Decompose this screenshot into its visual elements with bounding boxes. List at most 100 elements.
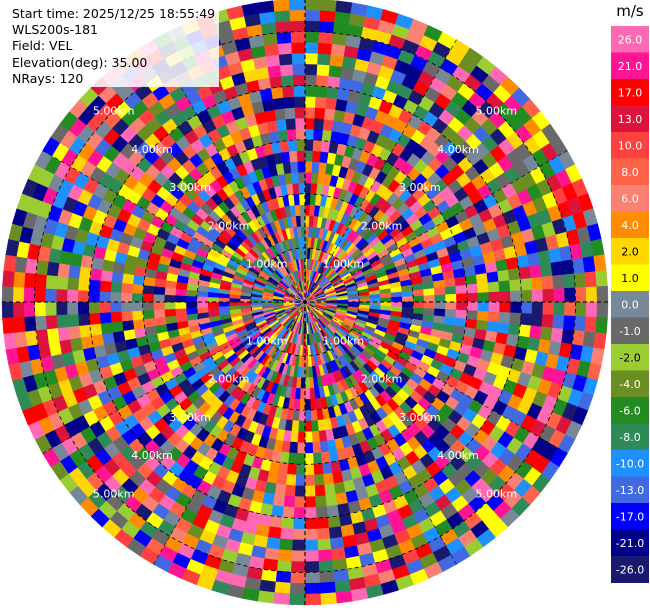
- velocity-gate: [550, 261, 564, 277]
- velocity-gate: [312, 441, 322, 454]
- velocity-gate: [296, 139, 306, 151]
- velocity-gate: [330, 547, 346, 561]
- colorbar-tick-label: -17.0: [616, 510, 644, 523]
- velocity-gate: [88, 279, 101, 292]
- velocity-gate: [593, 254, 607, 272]
- velocity-gate: [380, 292, 392, 299]
- velocity-gate: [282, 161, 292, 174]
- velocity-gate: [443, 278, 456, 288]
- colorbar-tick-label: 26.0: [618, 33, 643, 46]
- velocity-gate: [434, 301, 446, 310]
- colorbar-tick-label: -26.0: [616, 563, 644, 576]
- velocity-gate: [304, 171, 313, 184]
- velocity-gate: [99, 291, 111, 303]
- velocity-gate: [312, 452, 323, 465]
- colorbar-tick-label: -4.0: [619, 378, 640, 391]
- velocity-gate: [100, 322, 113, 335]
- velocity-gate: [324, 483, 336, 496]
- velocity-gate: [269, 515, 283, 529]
- velocity-colorbar: 26.0 21.0 17.0 13.0 10.0 8.0 6.0 4.0 2.0 1.0 0.0 -1…: [611, 2, 649, 603]
- colorbar-tick-label: 21.0: [618, 60, 643, 73]
- velocity-gate: [257, 0, 275, 14]
- colorbar-tick-label: 8.0: [621, 166, 639, 179]
- velocity-gate: [304, 204, 311, 216]
- velocity-gate: [153, 309, 166, 319]
- velocity-gate: [77, 313, 90, 326]
- velocity-gate: [299, 193, 306, 205]
- velocity-gate: [529, 264, 542, 279]
- velocity-gate: [294, 496, 306, 508]
- velocity-gate: [291, 539, 306, 552]
- velocity-gate: [445, 301, 457, 311]
- velocity-gate: [111, 321, 124, 333]
- velocity-gate: [304, 593, 322, 606]
- velocity-gate: [304, 431, 313, 443]
- velocity-gate: [304, 193, 311, 205]
- velocity-gate: [304, 139, 314, 151]
- velocity-gate: [24, 330, 39, 347]
- range-ring-label: 1.00km: [323, 258, 365, 271]
- velocity-gate: [486, 321, 499, 333]
- velocity-gate: [529, 325, 542, 340]
- velocity-gate: [281, 151, 291, 164]
- velocity-gate: [584, 316, 597, 333]
- velocity-gate: [318, 20, 335, 34]
- velocity-gate: [564, 287, 576, 303]
- velocity-gate: [507, 267, 521, 281]
- velocity-gate: [499, 291, 511, 303]
- velocity-gate: [292, 63, 306, 76]
- velocity-gate: [423, 294, 436, 303]
- velocity-gate: [584, 271, 597, 288]
- velocity-gate: [334, 579, 351, 593]
- velocity-gate: [277, 129, 289, 142]
- velocity-gate: [412, 295, 425, 303]
- velocity-gate: [563, 315, 576, 331]
- velocity-gate: [3, 332, 17, 350]
- velocity-gate: [495, 259, 509, 272]
- velocity-gate: [304, 63, 318, 76]
- velocity-gate: [304, 550, 319, 562]
- velocity-gate: [196, 301, 208, 308]
- velocity-gate: [293, 507, 306, 519]
- velocity-gate: [293, 85, 306, 97]
- velocity-gate: [267, 526, 282, 539]
- velocity-gate: [455, 309, 468, 320]
- velocity-gate: [304, 507, 317, 519]
- velocity-gate: [550, 327, 564, 343]
- velocity-gate: [300, 215, 306, 227]
- range-ring-label: 2.00km: [208, 373, 250, 386]
- velocity-gate: [314, 107, 326, 120]
- colorbar-tick-label: 0.0: [621, 298, 639, 311]
- velocity-gate: [304, 85, 317, 97]
- velocity-gate: [585, 301, 598, 318]
- velocity-gate: [2, 317, 15, 334]
- velocity-gate: [300, 226, 306, 238]
- velocity-gate: [56, 314, 69, 329]
- velocity-gate: [174, 294, 187, 303]
- velocity-gate: [317, 549, 333, 562]
- velocity-gate: [488, 301, 500, 313]
- velocity-gate: [520, 289, 533, 303]
- velocity-gate: [331, 471, 344, 484]
- velocity-gate: [596, 301, 609, 319]
- velocity-gate: [477, 301, 490, 312]
- velocity-gate: [57, 326, 71, 342]
- velocity-gate: [290, 161, 299, 174]
- velocity-gate: [553, 288, 565, 303]
- velocity-gate: [318, 560, 334, 573]
- velocity-gate: [121, 319, 135, 332]
- velocity-gate: [34, 287, 46, 303]
- velocity-gate: [272, 494, 285, 507]
- velocity-gate: [304, 420, 313, 433]
- velocity-gate: [582, 256, 596, 273]
- velocity-gate: [486, 271, 499, 283]
- velocity-gate: [281, 517, 294, 530]
- colorbar-tick-label: 13.0: [618, 113, 643, 126]
- velocity-gate: [288, 0, 306, 11]
- velocity-gate: [196, 306, 209, 314]
- velocity-gate: [542, 301, 555, 316]
- range-ring-label: 1.00km: [246, 334, 288, 347]
- velocity-gate: [164, 301, 176, 310]
- velocity-gate: [291, 52, 306, 65]
- velocity-gate: [309, 387, 316, 400]
